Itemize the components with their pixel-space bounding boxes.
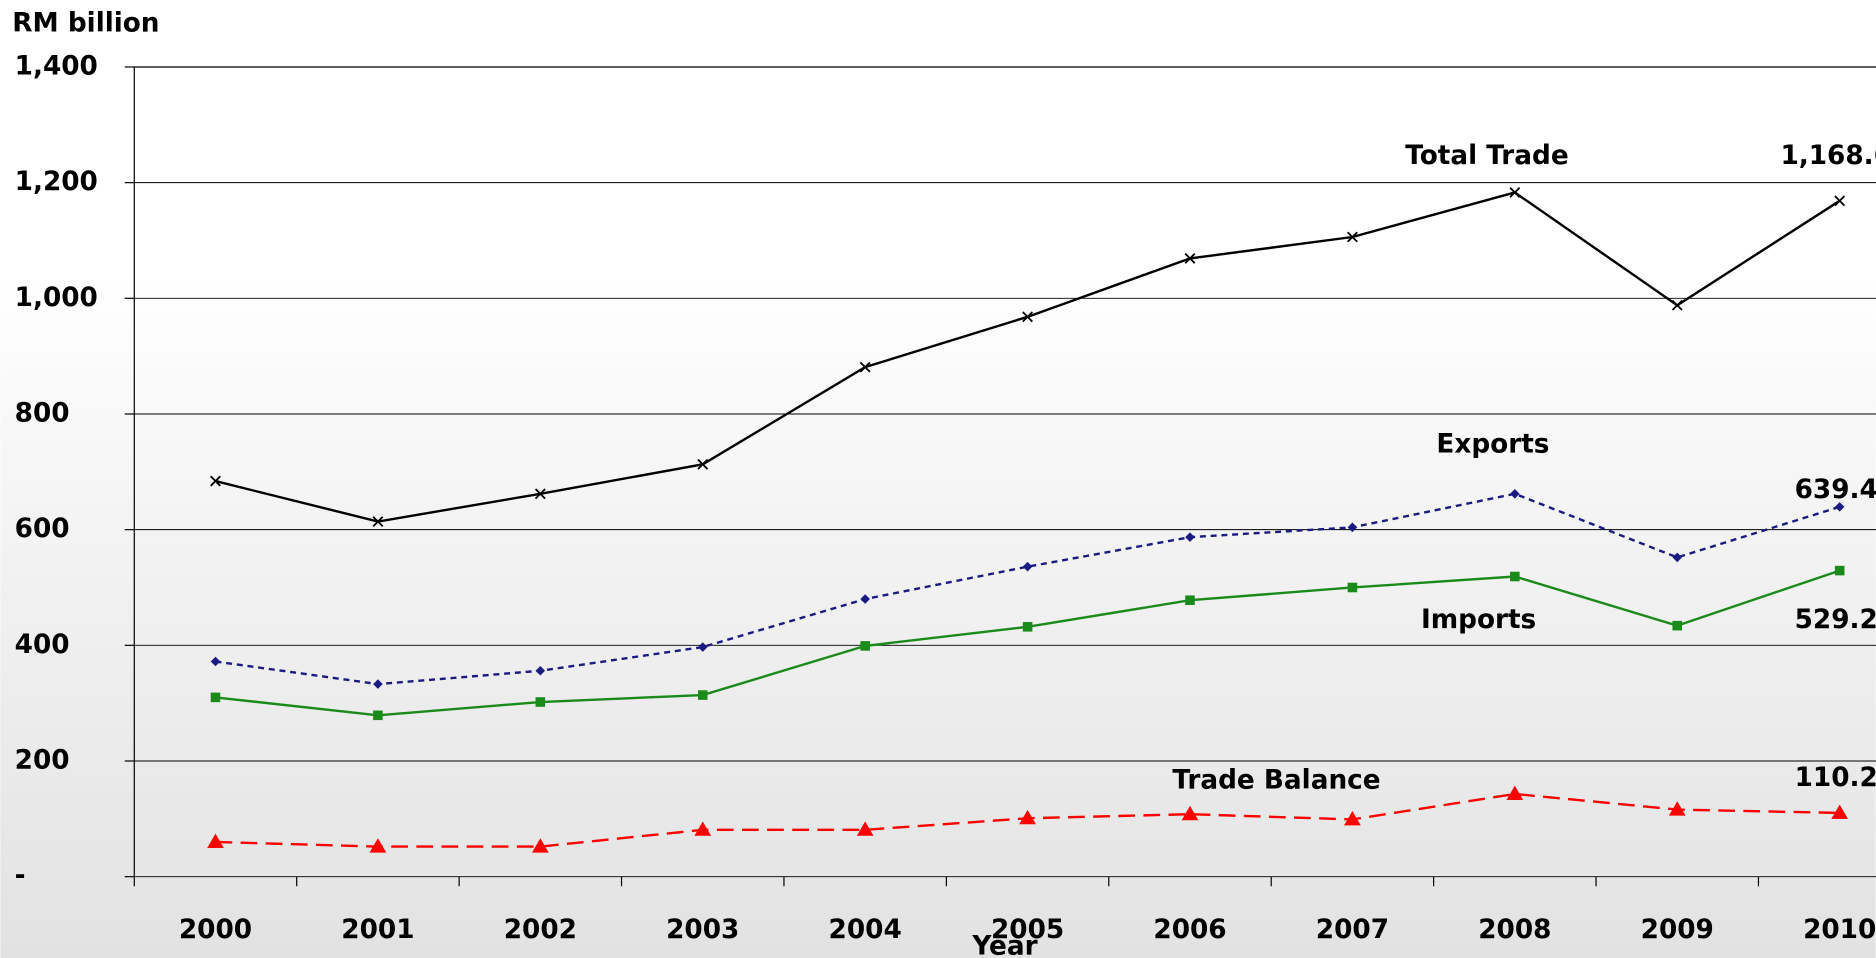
marker xyxy=(856,821,874,836)
series-name: Trade Balance xyxy=(1172,765,1380,795)
marker xyxy=(369,838,387,853)
marker xyxy=(210,475,221,487)
x-tick-label: 2008 xyxy=(1478,915,1551,945)
y-tick-label: 600 xyxy=(15,514,70,544)
marker xyxy=(1671,299,1683,311)
marker xyxy=(1184,252,1196,264)
data-label: 529.2 xyxy=(1795,605,1876,635)
marker xyxy=(210,656,221,667)
marker xyxy=(534,488,546,500)
marker xyxy=(1347,582,1358,593)
x-axis-label: Year xyxy=(971,932,1037,958)
y-tick-label: 1,400 xyxy=(15,51,98,81)
marker xyxy=(697,458,709,470)
x-tick-label: 2006 xyxy=(1153,915,1226,945)
marker xyxy=(694,821,712,836)
marker xyxy=(531,838,549,853)
y-tick-label: - xyxy=(15,861,26,891)
marker xyxy=(1668,801,1686,816)
x-tick-label: 2004 xyxy=(829,915,902,945)
x-tick-label: 2009 xyxy=(1641,915,1714,945)
marker xyxy=(1181,805,1199,821)
marker xyxy=(1509,187,1521,198)
map-backdrop xyxy=(0,275,1876,958)
y-tick-label: 1,000 xyxy=(15,283,98,313)
marker xyxy=(373,679,383,689)
series-name: Imports xyxy=(1421,605,1536,635)
marker xyxy=(1510,571,1520,582)
y-axis-label: RM billion xyxy=(12,8,159,38)
x-tick-label: 2005 xyxy=(991,915,1064,945)
marker xyxy=(535,665,546,676)
y-tick-label: 1,200 xyxy=(15,167,98,197)
y-tick-label: 800 xyxy=(15,398,70,428)
data-label: 1,168.6 xyxy=(1780,141,1876,171)
marker xyxy=(535,697,546,707)
marker xyxy=(1019,809,1036,825)
marker xyxy=(1344,811,1361,826)
x-tick-label: 2001 xyxy=(341,915,414,945)
marker xyxy=(860,594,870,604)
marker xyxy=(1022,622,1033,632)
marker xyxy=(860,641,870,651)
x-tick-label: 2010 xyxy=(1803,915,1876,945)
marker xyxy=(207,833,224,848)
y-tick-label: 400 xyxy=(15,630,70,660)
marker xyxy=(1672,552,1683,563)
marker xyxy=(859,361,871,373)
marker xyxy=(697,690,708,700)
x-tick-label: 2000 xyxy=(179,915,252,945)
marker xyxy=(697,642,708,652)
marker xyxy=(1834,565,1845,576)
series-name: Exports xyxy=(1436,429,1549,459)
y-tick-label: 200 xyxy=(15,746,70,776)
data-label: 639.4 xyxy=(1795,475,1876,505)
marker xyxy=(1347,522,1358,533)
marker xyxy=(373,710,383,721)
series-name: Total Trade xyxy=(1405,141,1568,171)
marker xyxy=(372,516,384,527)
data-label: 110.2 xyxy=(1795,763,1876,793)
x-tick-label: 2002 xyxy=(504,915,577,945)
marker xyxy=(1834,195,1846,207)
marker xyxy=(1672,620,1683,631)
marker xyxy=(1022,311,1033,323)
x-tick-label: 2003 xyxy=(666,915,739,945)
marker xyxy=(1346,231,1358,243)
marker xyxy=(1185,595,1195,606)
marker xyxy=(1831,804,1849,819)
x-tick-label: 2007 xyxy=(1316,915,1389,945)
marker xyxy=(1506,785,1524,800)
marker xyxy=(210,692,221,703)
series-line xyxy=(215,492,1841,686)
